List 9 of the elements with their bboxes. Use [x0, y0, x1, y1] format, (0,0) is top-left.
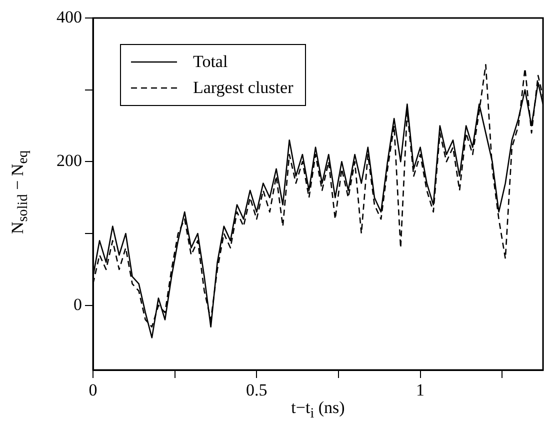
y-tick-label: 400: [56, 7, 82, 26]
x-tick-label: 0.5: [246, 380, 268, 400]
y-tick-label: 0: [74, 294, 82, 314]
x-tick-label: 1: [416, 380, 425, 400]
x-axis-title: t−t$_{i}$ (ns): [290, 398, 346, 422]
x-tick-label: 0: [88, 380, 98, 400]
legend-label: Largest cluster: [193, 78, 294, 98]
y-tick-label: 200: [56, 151, 82, 170]
legend-label: Total: [193, 52, 228, 72]
